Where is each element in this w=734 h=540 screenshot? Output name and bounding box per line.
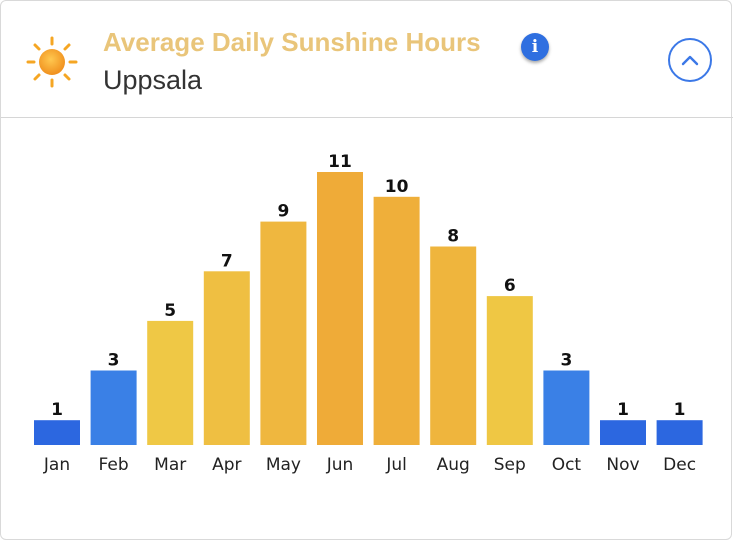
x-tick-label-aug: Aug — [437, 455, 470, 475]
collapse-button[interactable] — [668, 38, 712, 82]
data-label-mar: 5 — [164, 301, 176, 321]
data-label-jan: 1 — [51, 400, 63, 420]
bar-oct[interactable] — [543, 370, 590, 446]
data-label-nov: 1 — [617, 400, 629, 420]
bar-mar[interactable] — [147, 320, 194, 445]
data-label-dec: 1 — [674, 400, 686, 420]
sunshine-bar-chart: 1Jan3Feb5Mar7Apr9May11Jun10Jul8Aug6Sep3O… — [34, 152, 703, 475]
chevron-up-icon — [681, 55, 699, 66]
x-tick-label-mar: Mar — [154, 455, 186, 475]
data-label-feb: 3 — [108, 351, 120, 371]
data-label-jun: 11 — [328, 152, 352, 172]
sun-icon — [26, 36, 78, 88]
data-label-apr: 7 — [221, 251, 233, 271]
data-label-aug: 8 — [447, 227, 459, 247]
x-tick-label-nov: Nov — [606, 455, 639, 475]
bar-jul[interactable] — [373, 196, 420, 445]
data-label-may: 9 — [277, 202, 289, 222]
x-tick-label-jul: Jul — [385, 455, 407, 475]
info-icon[interactable]: i — [521, 33, 549, 61]
x-tick-label-apr: Apr — [212, 455, 241, 475]
x-tick-label-dec: Dec — [663, 455, 696, 475]
x-tick-label-oct: Oct — [552, 455, 582, 475]
bar-nov[interactable] — [600, 420, 646, 445]
bar-jan[interactable] — [34, 420, 80, 445]
chart-title: Average Daily Sunshine Hours — [103, 27, 481, 57]
bar-aug[interactable] — [430, 246, 477, 446]
x-tick-label-sep: Sep — [494, 455, 526, 475]
bar-apr[interactable] — [203, 271, 250, 445]
data-label-jul: 10 — [385, 177, 409, 197]
data-label-sep: 6 — [504, 276, 516, 296]
city-name: Uppsala — [103, 65, 203, 95]
bar-sep[interactable] — [486, 296, 533, 445]
x-tick-label-feb: Feb — [99, 455, 129, 475]
x-tick-label-jan: Jan — [43, 455, 70, 475]
bar-jun[interactable] — [317, 172, 363, 445]
card-header: Average Daily Sunshine Hours Uppsala i — [1, 1, 733, 118]
bar-may[interactable] — [260, 221, 307, 445]
data-label-oct: 3 — [560, 351, 572, 371]
x-tick-label-may: May — [266, 455, 301, 475]
bar-feb[interactable] — [90, 370, 137, 446]
x-tick-label-jun: Jun — [326, 455, 354, 475]
bar-dec[interactable] — [656, 420, 703, 445]
